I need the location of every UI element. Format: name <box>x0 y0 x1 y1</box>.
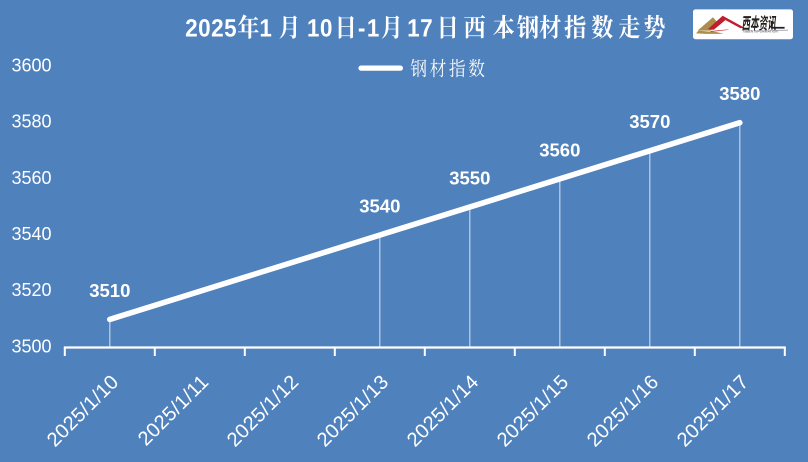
svg-text:3520: 3520 <box>11 280 51 300</box>
svg-text:3560: 3560 <box>11 168 51 188</box>
svg-text:3580: 3580 <box>11 112 51 132</box>
svg-text:3570: 3570 <box>629 111 670 132</box>
svg-text:3560: 3560 <box>539 139 580 160</box>
svg-text:3550: 3550 <box>449 167 490 188</box>
svg-text:3540: 3540 <box>359 196 400 217</box>
svg-text:3500: 3500 <box>11 336 51 356</box>
svg-text:3580: 3580 <box>719 83 760 104</box>
svg-text:3600: 3600 <box>11 55 51 75</box>
svg-text:XIBEN INFORMATION: XIBEN INFORMATION <box>742 29 779 33</box>
svg-text:3540: 3540 <box>11 224 51 244</box>
svg-text:3510: 3510 <box>89 280 130 301</box>
